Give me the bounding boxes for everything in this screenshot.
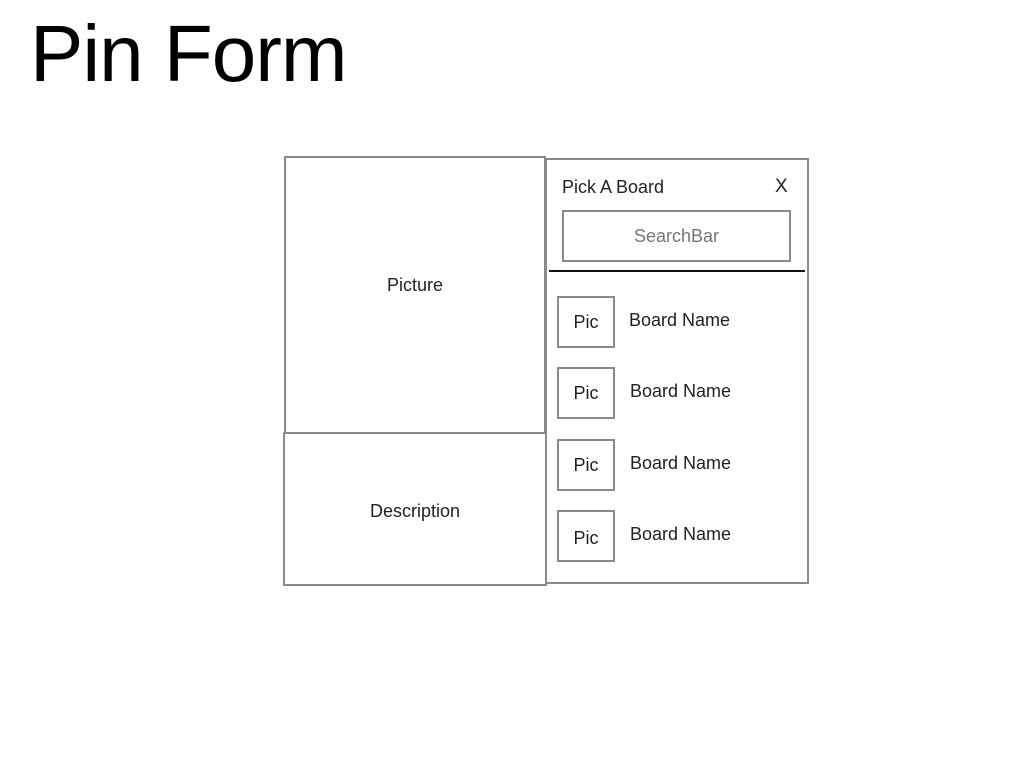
board-thumbnail: Pic xyxy=(557,296,615,348)
board-list-item[interactable]: Pic Board Name xyxy=(557,439,797,491)
board-name: Board Name xyxy=(630,524,732,544)
pin-picture-area[interactable]: Picture xyxy=(284,156,546,434)
board-list-item[interactable]: Pic Board Name xyxy=(557,296,797,348)
board-name: Board Name xyxy=(630,381,732,401)
board-name: Board Name xyxy=(629,310,731,330)
close-button[interactable]: X xyxy=(775,176,788,197)
board-picker-panel: Pick A Board X Pic Board Name Pic Board … xyxy=(545,158,809,584)
pin-description-field[interactable]: Description xyxy=(283,432,547,586)
board-thumbnail: Pic xyxy=(557,367,615,419)
picture-label: Picture xyxy=(386,275,444,295)
board-thumbnail: Pic xyxy=(557,439,615,491)
description-label: Description xyxy=(369,501,461,521)
board-name: Board Name xyxy=(630,453,732,473)
board-list-item[interactable]: Pic Board Name xyxy=(557,510,797,562)
page-title: Pin Form xyxy=(30,9,347,98)
board-search-input[interactable] xyxy=(562,210,791,262)
divider xyxy=(549,270,805,272)
board-picker-title: Pick A Board xyxy=(562,177,665,197)
board-thumbnail: Pic xyxy=(557,510,615,562)
board-list-item[interactable]: Pic Board Name xyxy=(557,367,797,419)
